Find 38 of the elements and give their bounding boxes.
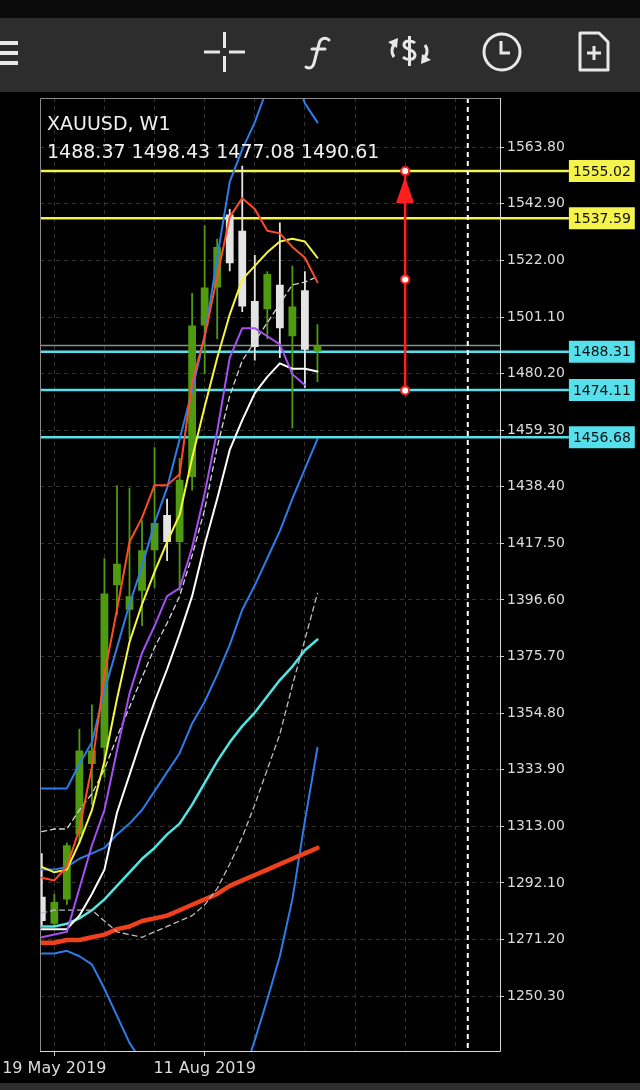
y-tick-label: 1333.90 bbox=[507, 760, 565, 777]
candlestick bbox=[163, 498, 171, 561]
point bbox=[400, 166, 411, 177]
candlestick bbox=[225, 209, 234, 272]
point bbox=[400, 274, 411, 285]
candlestick bbox=[275, 222, 284, 358]
y-tick-label: 1501.10 bbox=[507, 307, 565, 324]
x-tick-label: 11 Aug 2019 bbox=[153, 1057, 256, 1077]
y-tick-label: 1542.90 bbox=[507, 194, 565, 211]
y-tick-label: 1438.40 bbox=[507, 477, 565, 494]
ref-line-label: 1456.68 bbox=[572, 428, 631, 445]
y-tick-label: 1459.30 bbox=[507, 420, 565, 437]
point bbox=[400, 385, 411, 396]
ref-line-label: 1555.02 bbox=[572, 162, 631, 179]
candlestick bbox=[250, 255, 259, 361]
y-tick-label: 1563.80 bbox=[507, 137, 565, 154]
y-tick-label: 1292.10 bbox=[507, 873, 565, 890]
y-tick-label: 1250.30 bbox=[507, 986, 565, 1003]
candlestick bbox=[301, 271, 309, 388]
candlestick bbox=[50, 893, 59, 927]
y-tick-label: 1354.80 bbox=[507, 703, 565, 720]
text: XAUUSD, W1 bbox=[47, 112, 171, 134]
candlestick bbox=[263, 271, 272, 339]
y-tick-label: 1522.00 bbox=[507, 251, 565, 268]
candlestick bbox=[113, 485, 121, 616]
y-tick-label: 1271.20 bbox=[507, 930, 565, 947]
candlestick bbox=[238, 165, 247, 312]
line-series bbox=[41, 592, 319, 938]
y-tick-label: 1375.70 bbox=[507, 647, 565, 664]
ref-line-label: 1474.11 bbox=[572, 381, 631, 398]
x-tick-label: 19 May 2019 bbox=[2, 1057, 107, 1077]
ref-line-label: 1488.31 bbox=[572, 343, 631, 360]
candlestick bbox=[288, 265, 297, 429]
ref-line-label: 1537.59 bbox=[572, 209, 631, 226]
y-tick-label: 1396.60 bbox=[507, 590, 565, 607]
y-tick-label: 1313.00 bbox=[507, 816, 565, 833]
y-tick-label: 1417.50 bbox=[507, 534, 565, 551]
y-tick-label: 1480.20 bbox=[507, 364, 565, 381]
